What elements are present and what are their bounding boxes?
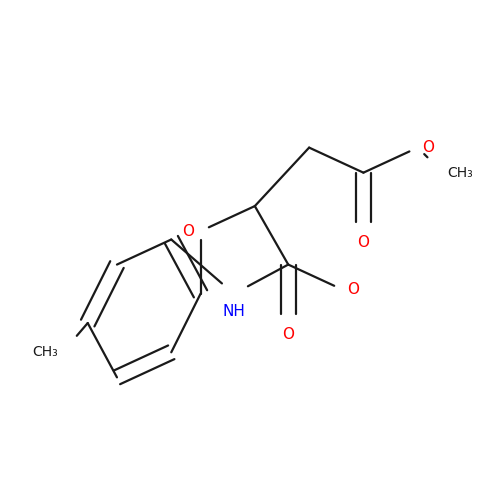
Text: O: O [182,224,194,239]
Text: NH: NH [222,304,245,319]
Text: O: O [422,140,434,155]
Text: O: O [357,235,369,251]
Text: CH₃: CH₃ [447,166,473,180]
Text: CH₃: CH₃ [33,345,58,359]
Text: O: O [347,282,359,297]
Text: O: O [282,327,294,342]
